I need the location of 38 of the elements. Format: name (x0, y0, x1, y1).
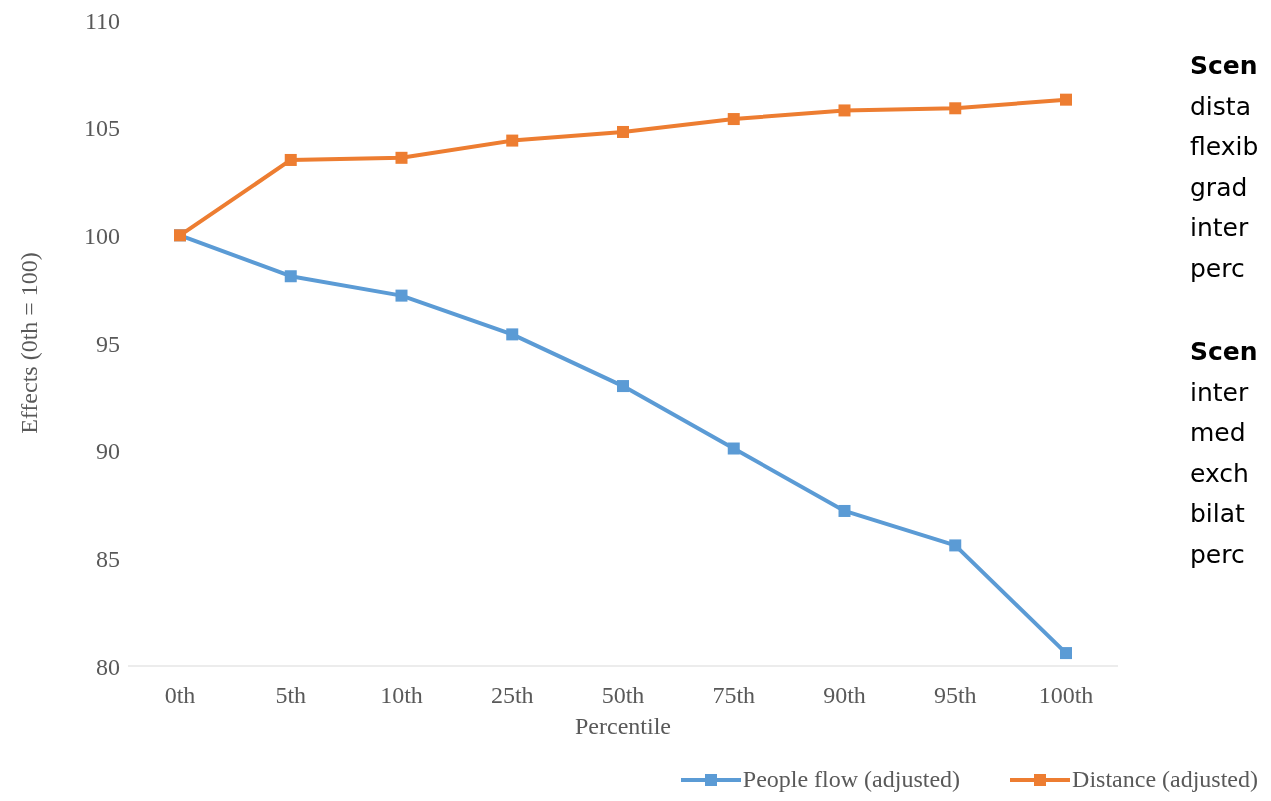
point (506, 328, 519, 341)
point (506, 134, 519, 147)
y-tick-label: 100 (84, 222, 120, 249)
legend-label: Distance (adjusted) (1072, 766, 1258, 793)
point (284, 153, 297, 166)
x-tick-label: 100th (1038, 682, 1094, 709)
y-tick-label: 95 (96, 330, 120, 357)
point (1060, 647, 1072, 660)
point (395, 289, 408, 302)
point (284, 270, 297, 283)
text: Scen inter med exch bilat perc (1190, 336, 1259, 571)
x-tick-label: 90th (823, 682, 866, 709)
point (617, 380, 629, 393)
point (949, 102, 962, 115)
x-tick-label: 0th (164, 682, 196, 709)
point (949, 539, 962, 552)
point (727, 442, 740, 455)
point (617, 125, 629, 138)
x-tick-label: 50th (601, 682, 645, 709)
y-axis-title: Effects (0th = 100) (15, 252, 42, 434)
x-tick-label: 25th (490, 682, 534, 709)
y-tick-label: 105 (84, 115, 120, 142)
x-tick-label: 10th (380, 682, 423, 709)
x-tick-label: 75th (712, 682, 756, 709)
point (1060, 93, 1072, 106)
point (838, 504, 851, 517)
point (727, 113, 740, 126)
point (838, 104, 851, 117)
x-tick-label: 95th (933, 682, 977, 709)
y-tick-label: 85 (96, 545, 120, 572)
legend-label: People flow (adjusted) (742, 766, 961, 793)
y-tick-label: 90 (96, 438, 120, 465)
x-axis-title: Percentile (575, 713, 671, 739)
y-tick-label: 110 (84, 7, 120, 34)
y-tick-label: 80 (96, 653, 120, 680)
x-tick-label: 5th (275, 682, 307, 709)
text: Scen dista flexib grad inter perc (1190, 50, 1259, 285)
point (395, 151, 408, 164)
